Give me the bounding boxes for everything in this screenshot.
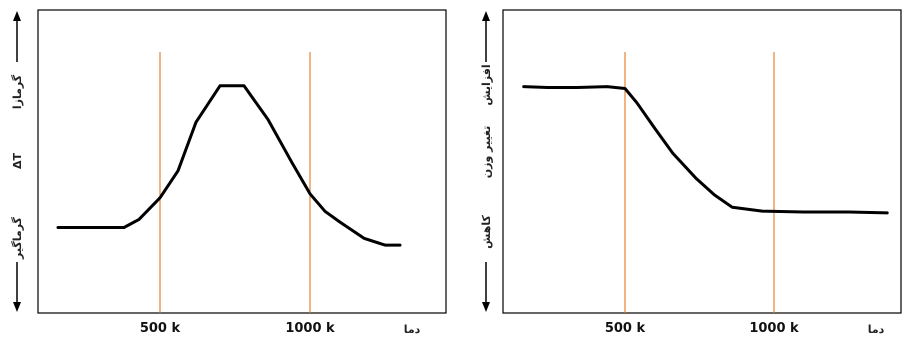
y-indicator: گرمازا ΔT گرماگیر (11, 11, 24, 312)
y-bottom-label: گرماگیر (11, 216, 24, 260)
x-tick-label-1000: 1000 k (285, 321, 335, 336)
tga-panel: 500 k 1000 k دما افزایش تغییر وزن کاهش (480, 9, 902, 336)
down-arrowhead (482, 302, 490, 312)
x-tick-label-500: 500 k (140, 321, 181, 336)
up-arrowhead (482, 11, 490, 21)
y-axis-label: تغییر وزن (480, 126, 493, 179)
y-top-label: افزایش (480, 64, 493, 105)
data-line (56, 84, 402, 247)
dta-panel: 500 k 1000 k دما گرمازا ΔT گرماگیر (11, 9, 447, 336)
up-arrowhead (13, 11, 21, 21)
y-axis-label: ΔT (11, 153, 24, 170)
x-axis-label: دما (868, 323, 885, 336)
y-indicator: افزایش تغییر وزن کاهش (480, 11, 493, 312)
y-top-label: گرمازا (11, 74, 24, 109)
data-line (522, 85, 889, 215)
down-arrowhead (13, 302, 21, 312)
plot-frame (502, 9, 902, 314)
x-axis-label: دما (404, 323, 421, 336)
y-bottom-label: کاهش (480, 215, 493, 249)
plot-frame (37, 9, 447, 314)
x-tick-label-500: 500 k (605, 321, 646, 336)
x-tick-label-1000: 1000 k (749, 321, 799, 336)
